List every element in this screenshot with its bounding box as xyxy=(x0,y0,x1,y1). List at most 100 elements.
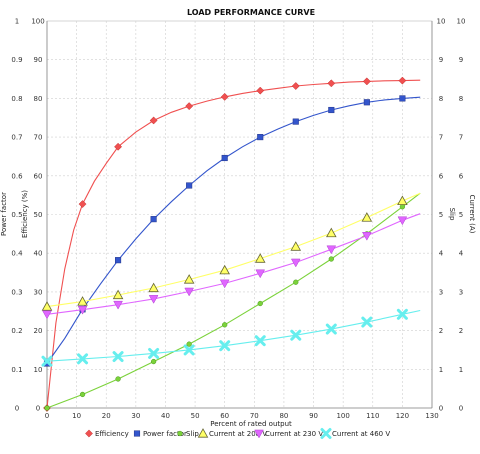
data-point-current-at-460-v xyxy=(77,353,89,365)
data-point-current-at-460-v xyxy=(112,351,124,363)
data-point-current-at-460-v xyxy=(290,329,302,341)
y-tick-label-slip: 10 xyxy=(437,18,446,26)
y-tick-label-power-factor: 0.7 xyxy=(11,134,22,142)
legend-item-current-at-208-v: Current at 208 V xyxy=(197,428,267,438)
data-point-power-factor xyxy=(186,182,193,189)
legend-label-current-at-208-v: Current at 208 V xyxy=(209,430,267,438)
chart-title: LOAD PERFORMANCE CURVE xyxy=(187,8,315,17)
data-point-current-at-230-v xyxy=(77,305,88,315)
y-axis-title-slip: Slip xyxy=(448,208,456,221)
series-line-power-factor xyxy=(46,96,421,364)
legend-label-current-at-230-v: Current at 230 V xyxy=(265,430,323,438)
y-tick-label-current: 7 xyxy=(459,134,463,142)
legend-item-current-at-230-v: Current at 230 V xyxy=(254,429,323,439)
data-point-power-factor xyxy=(150,216,157,223)
data-point-power-factor xyxy=(115,257,122,264)
y-axis-title-power-factor: Power factor xyxy=(0,192,8,236)
y-tick-label-current: 1 xyxy=(459,366,463,374)
x-tick-label: 30 xyxy=(131,412,140,420)
data-point-current-at-230-v xyxy=(290,258,301,268)
legend-marker-current-at-460-v xyxy=(320,428,332,439)
data-point-current-at-230-v xyxy=(113,300,123,310)
data-point-slip xyxy=(293,279,299,285)
data-point-slip xyxy=(186,341,192,347)
series-line-current-at-208-v xyxy=(46,192,421,308)
y-tick-label-current: 3 xyxy=(459,288,463,296)
legend-item-power-factor: Power factor xyxy=(133,430,187,438)
data-point-efficiency xyxy=(256,86,265,95)
y-tick-label-current: 4 xyxy=(459,250,464,258)
legend-item-slip: Slip xyxy=(177,430,199,438)
data-point-current-at-208-v xyxy=(254,253,266,263)
y-tick-label-efficiency: 40 xyxy=(34,250,43,258)
legend-label-efficiency: Efficiency xyxy=(95,430,129,438)
data-point-current-at-208-v xyxy=(326,227,337,238)
data-point-current-at-230-v xyxy=(184,287,194,297)
y-tick-label-efficiency: 30 xyxy=(34,288,43,296)
y-tick-label-slip: 0 xyxy=(439,405,443,413)
series-current-at-460-v xyxy=(41,308,421,367)
series-line-current-at-230-v xyxy=(46,213,421,315)
legend-marker-slip xyxy=(177,430,183,437)
y-tick-label-power-factor: 0.5 xyxy=(11,211,22,219)
y-tick-label-slip: 8 xyxy=(439,95,443,103)
y-tick-label-current: 9 xyxy=(459,56,463,64)
series-line-slip xyxy=(46,192,421,409)
legend-label-current-at-460-v: Current at 460 V xyxy=(332,430,390,438)
legend-marker-current-at-230-v xyxy=(254,429,264,439)
x-tick-label: 50 xyxy=(191,412,200,420)
data-point-power-factor xyxy=(328,106,335,114)
y-axis-title-current: Current (A) xyxy=(468,195,476,234)
x-tick-label: 20 xyxy=(102,412,111,420)
data-point-slip xyxy=(257,300,263,307)
series-line-current-at-460-v xyxy=(46,309,421,362)
data-point-efficiency xyxy=(78,200,87,209)
legend-label-slip: Slip xyxy=(186,430,199,438)
series-current-at-230-v xyxy=(42,213,421,320)
y-tick-label-slip: 1 xyxy=(439,366,443,374)
y-tick-label-efficiency: 90 xyxy=(34,56,43,64)
x-tick-label: 110 xyxy=(366,412,379,420)
y-tick-label-efficiency: 80 xyxy=(34,95,43,103)
data-point-efficiency xyxy=(185,102,194,111)
y-tick-label-power-factor: 0.1 xyxy=(11,366,22,374)
y-tick-label-efficiency: 10 xyxy=(34,366,43,374)
data-point-slip xyxy=(44,405,50,411)
x-tick-label: 60 xyxy=(220,412,229,420)
data-point-slip xyxy=(328,256,334,262)
y-tick-label-current: 10 xyxy=(457,18,466,26)
y-tick-label-power-factor: 0.4 xyxy=(11,250,23,258)
data-point-slip xyxy=(79,391,86,398)
data-point-efficiency xyxy=(291,82,300,90)
x-axis-title: Percent of rated output xyxy=(210,420,292,428)
data-point-slip xyxy=(399,204,406,210)
x-tick-label: 130 xyxy=(425,412,438,420)
legend-marker-power-factor xyxy=(133,430,141,437)
y-tick-label-current: 2 xyxy=(459,327,463,335)
data-point-current-at-208-v xyxy=(41,301,53,311)
data-point-current-at-230-v xyxy=(326,245,337,255)
y-tick-label-current: 0 xyxy=(459,405,463,413)
data-point-current-at-208-v xyxy=(397,195,408,206)
y-axis-title-efficiency: Efficiency (%) xyxy=(21,190,29,238)
data-point-current-at-208-v xyxy=(290,241,302,251)
data-point-efficiency xyxy=(398,76,407,85)
data-point-power-factor xyxy=(257,134,264,141)
y-tick-label-current: 8 xyxy=(459,95,463,103)
x-tick-label: 70 xyxy=(250,412,259,420)
legend-item-efficiency: Efficiency xyxy=(85,429,129,438)
data-point-efficiency xyxy=(327,79,336,88)
axes: 0 10 20 30 40 50 60 70 80 90 100 110 120 13000.10.20.… xyxy=(11,18,465,421)
data-point-power-factor xyxy=(292,118,299,125)
legend-marker-efficiency xyxy=(85,429,93,438)
y-tick-label-slip: 9 xyxy=(439,56,443,64)
data-point-current-at-460-v xyxy=(254,335,266,347)
data-point-current-at-230-v xyxy=(255,269,266,279)
data-point-slip xyxy=(150,358,157,365)
data-point-slip xyxy=(222,322,228,328)
data-point-current-at-230-v xyxy=(219,279,230,289)
y-tick-label-efficiency: 100 xyxy=(31,18,44,26)
data-point-efficiency xyxy=(362,77,371,86)
y-tick-label-efficiency: 50 xyxy=(34,211,43,219)
